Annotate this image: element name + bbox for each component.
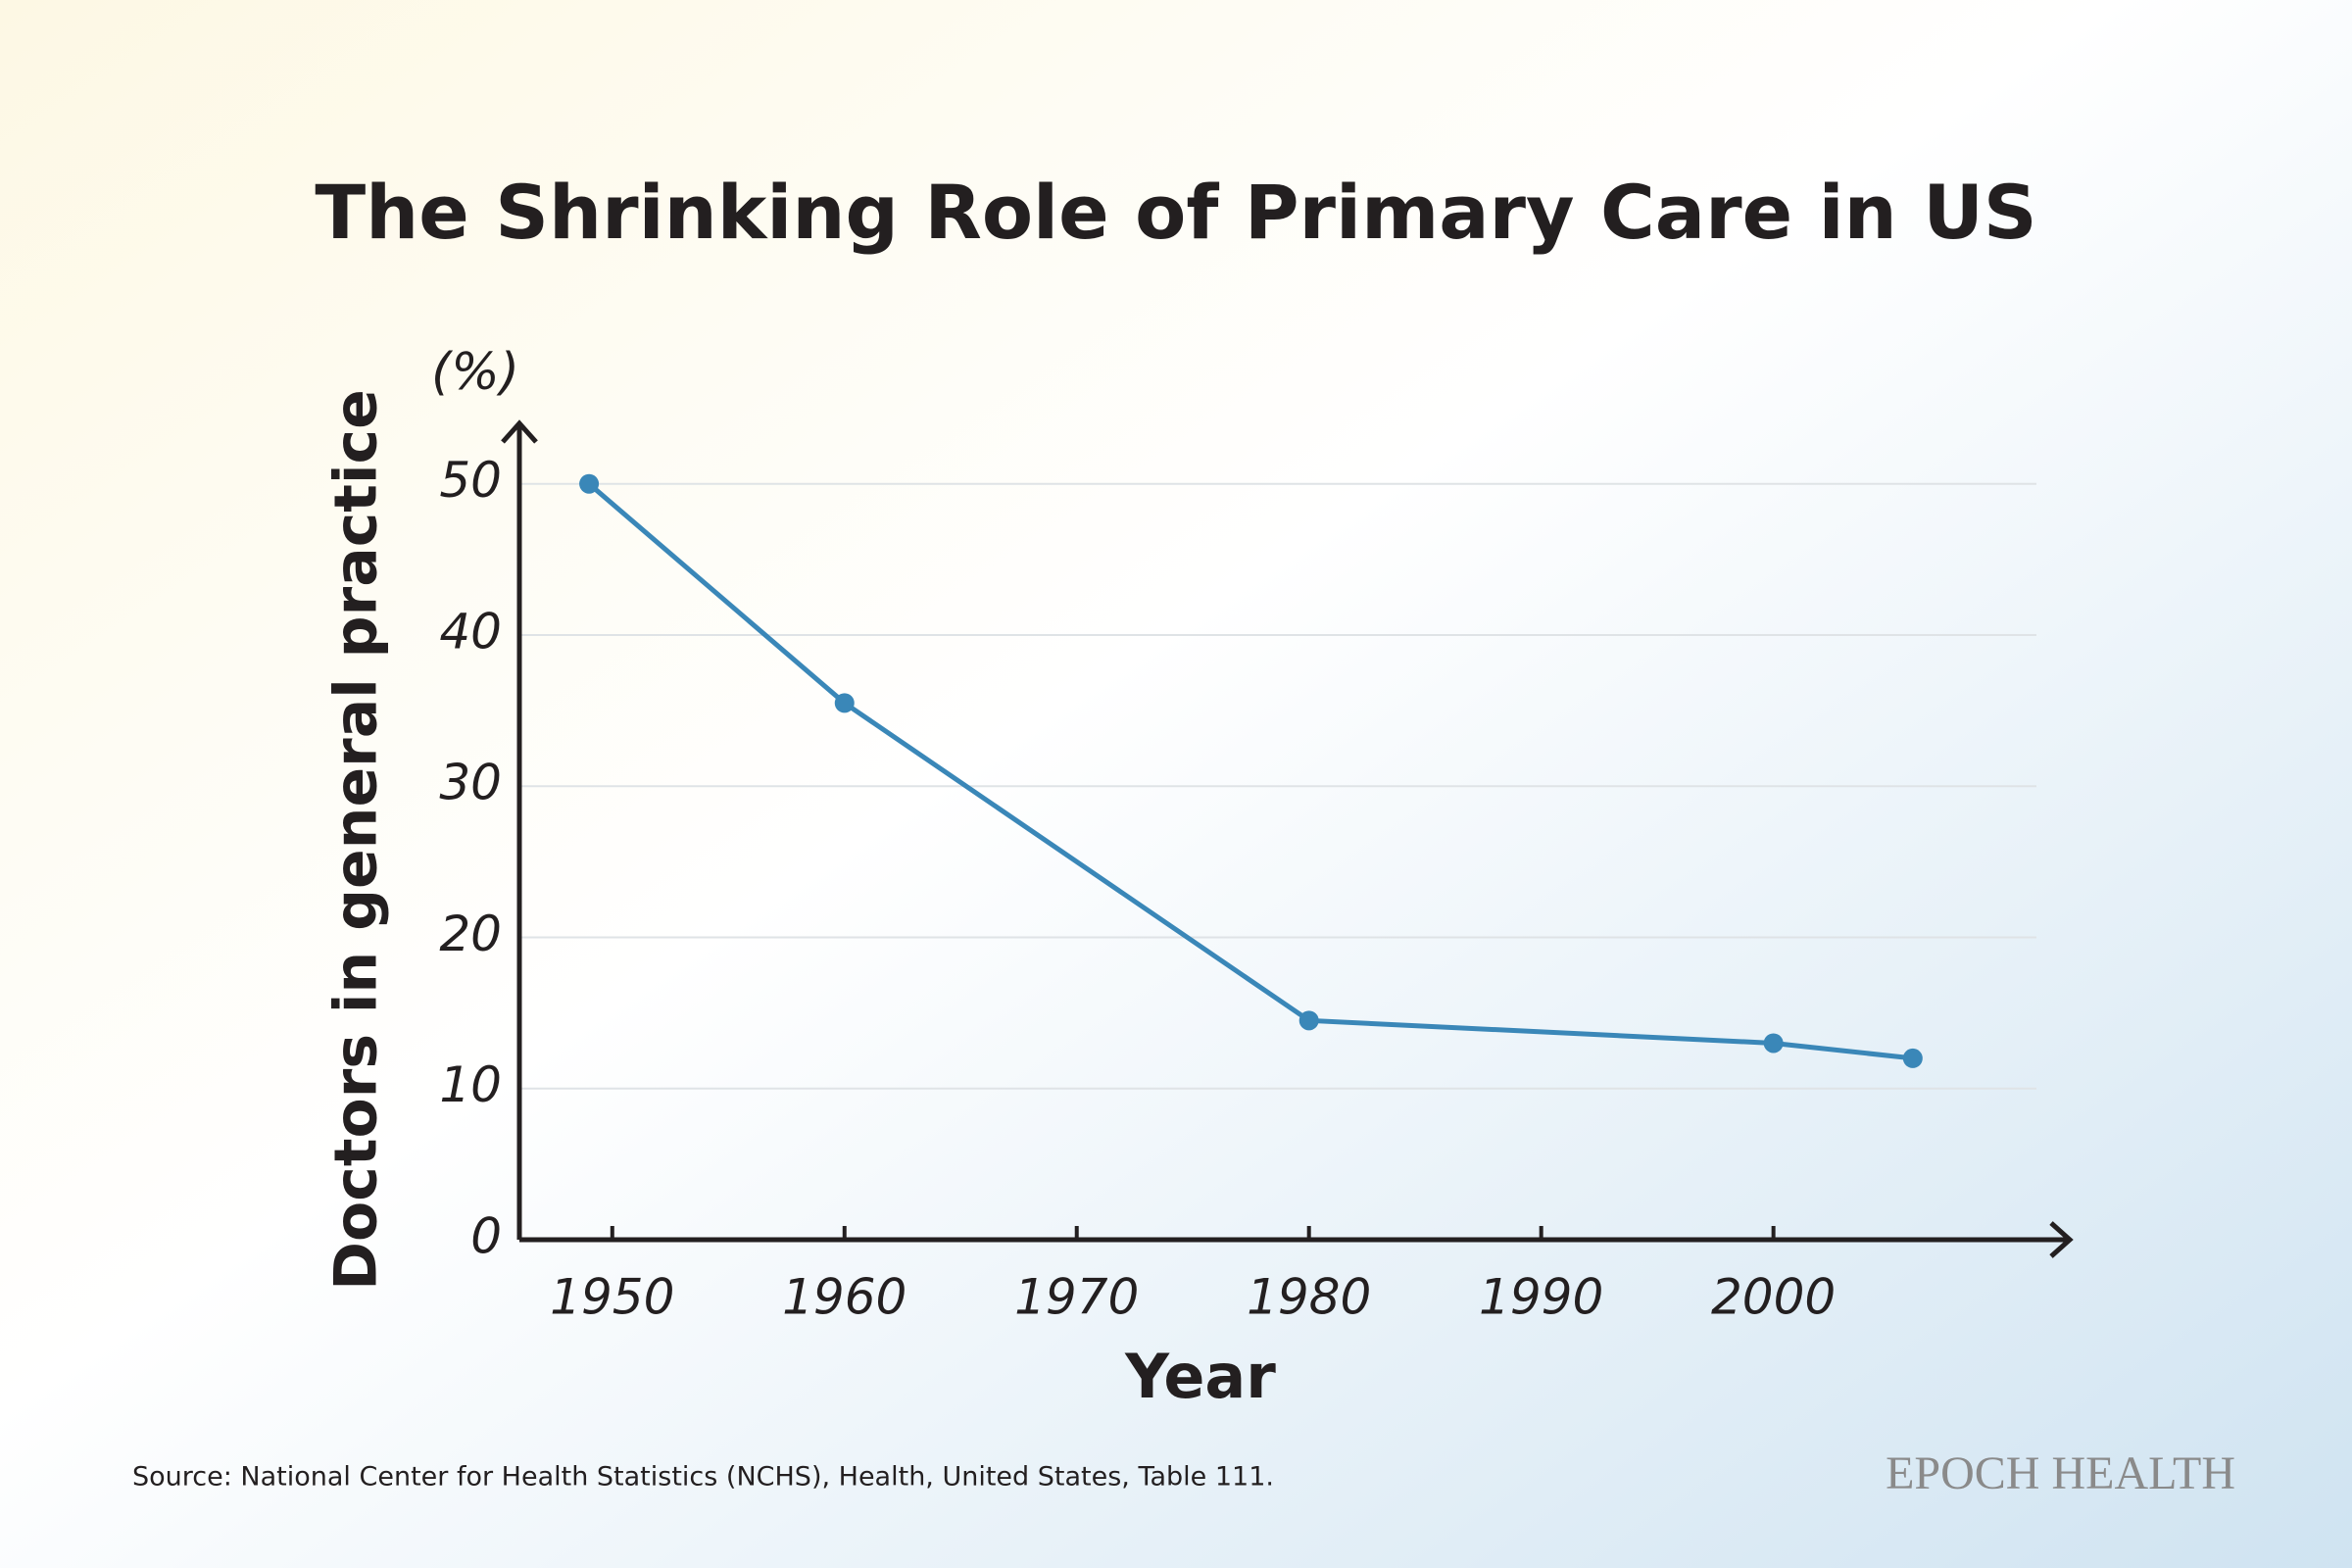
source-note: Source: National Center for Health Stati… — [132, 1462, 1274, 1493]
data-point — [1763, 1033, 1784, 1054]
x-axis-arrow — [2049, 1221, 2074, 1258]
x-axis-label: Year — [1124, 1341, 1276, 1412]
y-tick-label: 20 — [439, 906, 502, 962]
y-axis-label: Doctors in general practice — [322, 389, 391, 1291]
y-tick-label: 10 — [439, 1056, 502, 1113]
data-point — [1902, 1048, 1923, 1068]
data-point — [579, 473, 600, 494]
data-point — [834, 693, 855, 713]
x-tick-label: 1950 — [550, 1269, 674, 1326]
y-tick-label: 50 — [439, 452, 502, 509]
x-tick-label: 1960 — [782, 1269, 906, 1326]
y-tick-label: 30 — [439, 755, 502, 811]
chart-title: The Shrinking Role of Primary Care in US — [315, 169, 2036, 256]
plot-area: 0 10 20 30 40 50 1950 1960 1970 1980 1990 2000 — [439, 419, 2074, 1326]
y-tick-label: 40 — [439, 603, 502, 660]
x-tick-label: 1990 — [1479, 1269, 1603, 1326]
brand-logo: EPOCH HEALTH — [1886, 1447, 2235, 1499]
y-axis-arrow — [501, 419, 538, 444]
x-tick-label: 2000 — [1711, 1269, 1836, 1326]
x-tick-label: 1980 — [1247, 1269, 1371, 1326]
x-tick-label: 1970 — [1014, 1269, 1139, 1326]
y-tick-label: 0 — [470, 1208, 502, 1265]
data-point — [1298, 1010, 1319, 1031]
y-unit: (%) — [431, 343, 519, 402]
